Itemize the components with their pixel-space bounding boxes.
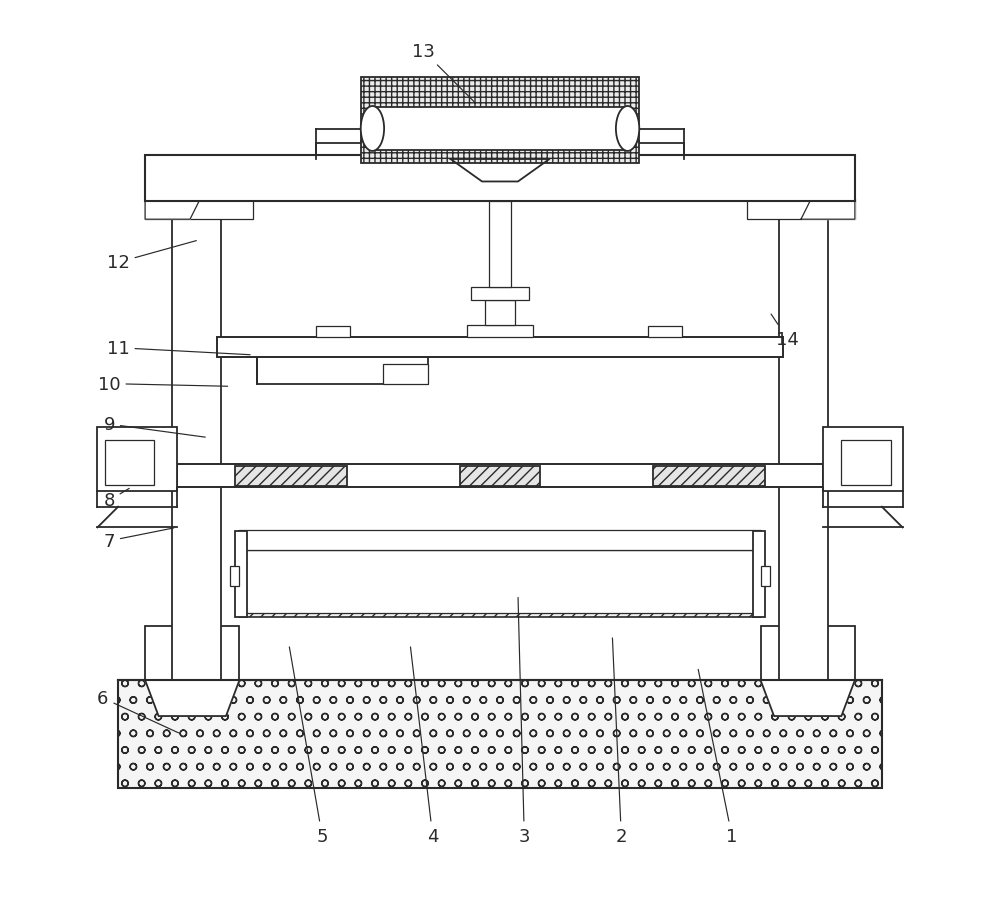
Bar <box>145 200 253 220</box>
Polygon shape <box>145 202 199 220</box>
Text: 6: 6 <box>97 689 179 733</box>
Text: 11: 11 <box>107 340 250 358</box>
Text: 3: 3 <box>518 598 530 844</box>
Text: 12: 12 <box>107 241 196 272</box>
Bar <box>118 680 882 788</box>
Bar <box>235 531 247 618</box>
Text: 8: 8 <box>103 489 129 510</box>
Bar <box>779 191 828 680</box>
Bar <box>239 530 761 550</box>
Bar <box>761 566 770 586</box>
Ellipse shape <box>616 107 639 152</box>
Text: 13: 13 <box>412 43 476 104</box>
Bar <box>761 627 855 680</box>
Bar <box>239 531 761 545</box>
Bar <box>235 467 347 487</box>
Bar <box>460 467 540 487</box>
Bar <box>217 338 783 358</box>
Bar <box>239 545 761 618</box>
Bar <box>485 301 515 326</box>
Bar <box>383 365 428 384</box>
Bar <box>145 627 239 680</box>
Bar <box>105 441 154 486</box>
Bar <box>257 341 428 384</box>
Bar <box>648 327 682 338</box>
Bar <box>823 427 903 492</box>
Bar <box>97 427 177 492</box>
Bar <box>753 531 765 618</box>
Bar <box>316 327 350 338</box>
Text: 9: 9 <box>103 415 205 438</box>
Text: 1: 1 <box>698 670 737 844</box>
Bar <box>177 464 823 488</box>
Text: 10: 10 <box>98 376 228 393</box>
Polygon shape <box>801 202 855 220</box>
Ellipse shape <box>361 107 384 152</box>
Bar <box>145 155 855 202</box>
Bar <box>471 288 529 301</box>
Bar <box>747 200 855 220</box>
Text: 14: 14 <box>771 315 799 349</box>
Bar <box>841 441 891 486</box>
Bar <box>316 144 684 160</box>
Bar <box>370 107 630 151</box>
Bar <box>467 326 533 338</box>
Bar <box>244 550 756 613</box>
Bar <box>361 79 639 130</box>
Text: 2: 2 <box>612 638 627 844</box>
Polygon shape <box>145 680 239 716</box>
Bar <box>230 566 239 586</box>
Bar <box>489 202 511 288</box>
Text: 5: 5 <box>289 647 328 844</box>
Bar <box>653 467 765 487</box>
Bar <box>361 142 639 164</box>
Text: 4: 4 <box>410 647 438 844</box>
Polygon shape <box>451 160 549 182</box>
Text: 7: 7 <box>103 528 174 550</box>
Polygon shape <box>761 680 855 716</box>
Bar <box>172 191 221 680</box>
